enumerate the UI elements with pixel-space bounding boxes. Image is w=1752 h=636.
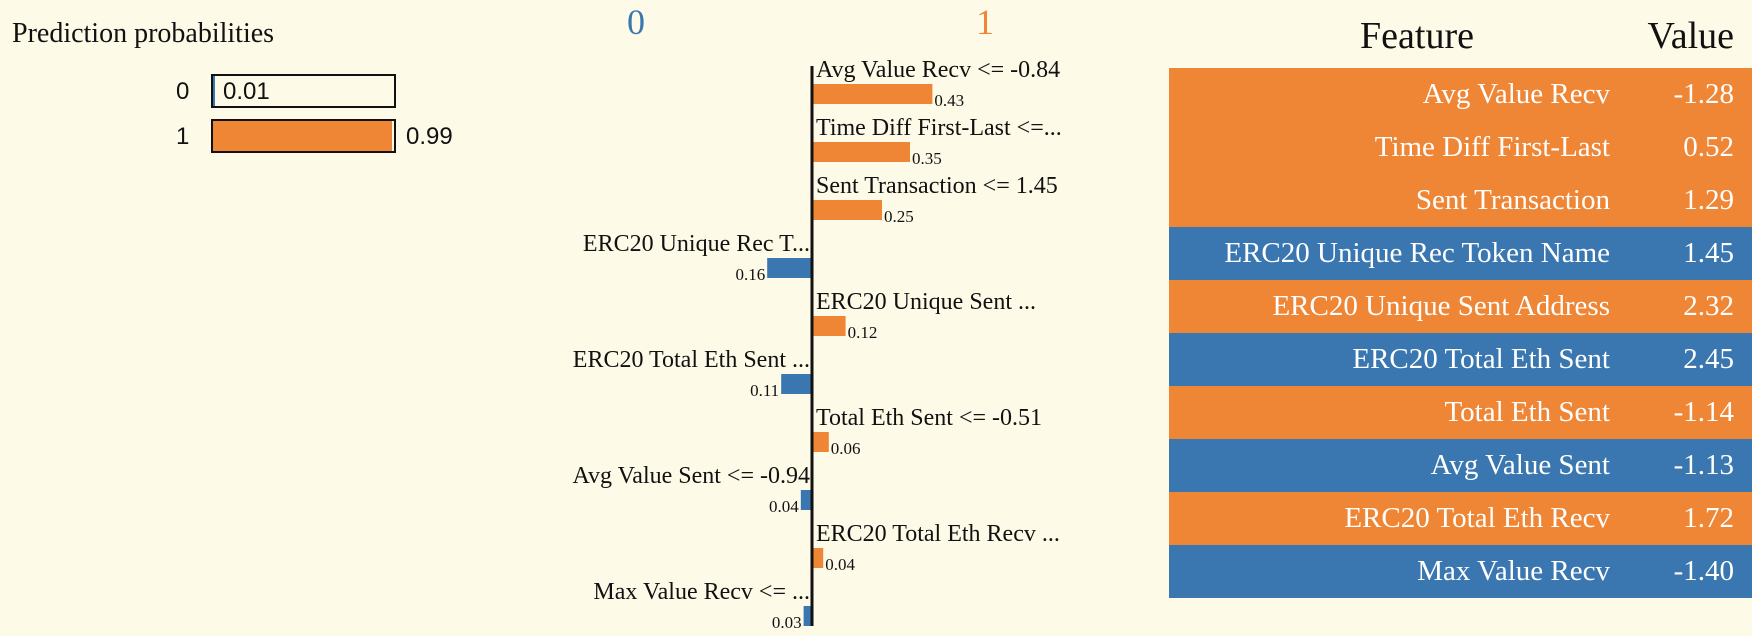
- bar: [812, 316, 846, 336]
- table-row: Time Diff First-Last 0.52: [1169, 121, 1752, 174]
- bar-label: Time Diff First-Last <=...: [816, 115, 1062, 141]
- table-cell-value: -1.14: [1673, 396, 1734, 428]
- table-row: Total Eth Sent -1.14: [1169, 386, 1752, 439]
- bar: [812, 548, 824, 568]
- table-cell-value: 2.32: [1683, 290, 1734, 322]
- bar: [767, 258, 812, 278]
- probability-bar-box: 0.01: [211, 74, 396, 108]
- bar-value-label: 0.03: [772, 613, 802, 632]
- table-row: Max Value Recv -1.40: [1169, 545, 1752, 598]
- table-cell-feature: Max Value Recv: [1417, 555, 1610, 587]
- table-cell-value: 2.45: [1683, 343, 1734, 375]
- table-cell-value: 1.29: [1683, 184, 1734, 216]
- table-cell-feature: Total Eth Sent: [1444, 396, 1610, 428]
- class-header-1: 1: [976, 2, 994, 42]
- bar-label: Avg Value Recv <= -0.84: [816, 57, 1060, 83]
- table-row: Avg Value Recv -1.28: [1169, 68, 1752, 121]
- table-cell-feature: Time Diff First-Last: [1374, 131, 1610, 163]
- bar-value-label: 0.06: [831, 439, 861, 458]
- bar-label: Max Value Recv <= ...: [593, 579, 810, 605]
- table-row: ERC20 Total Eth Recv 1.72: [1169, 492, 1752, 545]
- bar-label: Avg Value Sent <= -0.94: [573, 463, 811, 489]
- table-cell-value: -1.40: [1673, 555, 1734, 587]
- table-row: Sent Transaction 1.29: [1169, 174, 1752, 227]
- table-row: Avg Value Sent -1.13: [1169, 439, 1752, 492]
- bar-value-label: 0.04: [825, 555, 855, 574]
- table-cell-feature: Sent Transaction: [1415, 184, 1610, 216]
- table-cell-value: 1.45: [1683, 237, 1734, 269]
- class-header-0: 0: [627, 2, 645, 42]
- probability-bar-fill: [213, 76, 215, 106]
- bar-label: ERC20 Unique Sent ...: [816, 289, 1036, 315]
- bar-label: ERC20 Total Eth Recv ...: [816, 521, 1060, 547]
- table-cell-feature: ERC20 Total Eth Sent: [1352, 343, 1610, 375]
- table-cell-value: -1.13: [1673, 449, 1734, 481]
- bar: [800, 490, 812, 510]
- bar: [812, 84, 933, 104]
- probability-class-label: 0: [176, 78, 190, 105]
- bar-value-label: 0.35: [912, 149, 942, 168]
- table-cell-feature: Avg Value Sent: [1430, 449, 1610, 481]
- table-header-feature: Feature: [1360, 15, 1474, 57]
- table-cell-value: -1.28: [1673, 78, 1734, 110]
- bar: [812, 142, 910, 162]
- bar: [781, 374, 812, 394]
- probability-bar-fill: [213, 121, 393, 151]
- table-row: ERC20 Unique Rec Token Name 1.45: [1169, 227, 1752, 280]
- bar-value-label: 0.43: [934, 91, 964, 110]
- table-cell-feature: ERC20 Unique Sent Address: [1272, 290, 1610, 322]
- explanation-bar-chart: 0 1 Avg Value Recv <= -0.84 0.43 Time Diff F…: [573, 2, 1062, 632]
- bar-label: Sent Transaction <= 1.45: [816, 173, 1058, 199]
- probability-bar-box: [211, 119, 396, 153]
- table-cell-feature: Avg Value Recv: [1422, 78, 1610, 110]
- prediction-probabilities-title: Prediction probabilities: [12, 18, 275, 49]
- table-header-value: Value: [1647, 15, 1734, 57]
- table-cell-feature: ERC20 Unique Rec Token Name: [1224, 237, 1610, 269]
- probability-value: 0.01: [223, 78, 270, 105]
- bar: [812, 432, 829, 452]
- bar: [812, 200, 882, 220]
- table-cell-feature: ERC20 Total Eth Recv: [1344, 502, 1610, 534]
- probability-class-label: 1: [176, 123, 190, 150]
- bar-value-label: 0.16: [735, 265, 765, 284]
- table-row: ERC20 Total Eth Sent 2.45: [1169, 333, 1752, 386]
- bar: [803, 606, 812, 626]
- bar-value-label: 0.12: [848, 323, 878, 342]
- bar-label: Total Eth Sent <= -0.51: [816, 405, 1042, 431]
- bar-value-label: 0.04: [769, 497, 799, 516]
- probability-value: 0.99: [406, 123, 453, 150]
- table-cell-value: 0.52: [1683, 131, 1734, 163]
- table-row: ERC20 Unique Sent Address 2.32: [1169, 280, 1752, 333]
- bar-label: ERC20 Unique Rec T...: [583, 231, 810, 257]
- bar-label: ERC20 Total Eth Sent ...: [573, 347, 810, 373]
- bar-value-label: 0.11: [750, 381, 779, 400]
- table-cell-value: 1.72: [1683, 502, 1734, 534]
- bar-value-label: 0.25: [884, 207, 914, 226]
